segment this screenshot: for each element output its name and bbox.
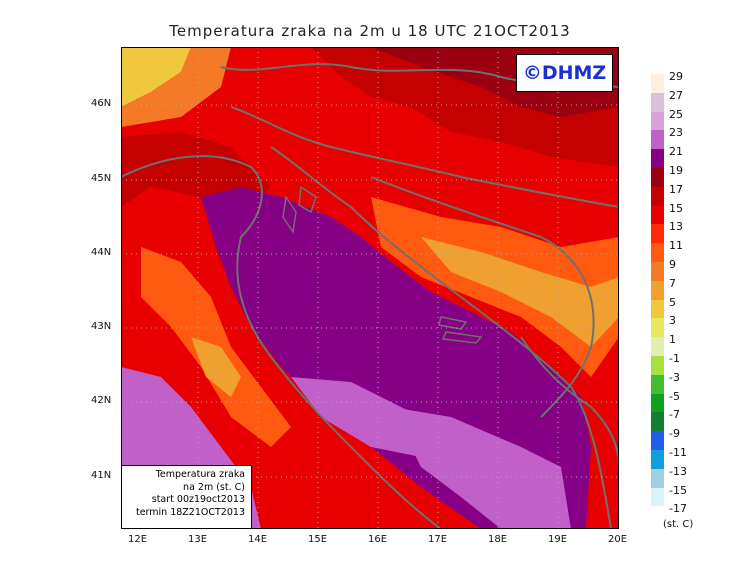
island-krk [298, 185, 317, 214]
border-slovenia-croatia [230, 106, 619, 208]
temp-field-9-nw [121, 47, 231, 127]
legend-label: 5 [669, 295, 676, 309]
legend-swatch [651, 393, 664, 413]
border-bosnia [370, 176, 595, 418]
lon-label: 19E [548, 534, 568, 545]
temp-field-23-south [291, 377, 441, 457]
legend-label: -7 [669, 408, 680, 422]
legend-swatch [651, 262, 664, 281]
info-line-3: start 00z19oct2013 [151, 494, 245, 505]
legend-swatch [651, 506, 664, 526]
legend-label: 3 [669, 314, 676, 328]
legend-label: 25 [669, 107, 683, 121]
legend-label: -11 [669, 446, 687, 459]
legend-label: 21 [669, 145, 683, 159]
legend-swatch [651, 74, 664, 93]
legend-unit: (st. C) [663, 519, 694, 530]
coastline-italy [121, 155, 442, 529]
legend-label: 1 [669, 333, 676, 347]
legend-swatch [651, 130, 664, 150]
legend-label: 15 [669, 201, 683, 215]
temp-field-5-nw [121, 47, 191, 107]
legend-swatch [651, 412, 664, 432]
legend-swatch [651, 468, 664, 488]
coastline-croatia [270, 146, 612, 529]
lon-label: 13E [188, 534, 208, 545]
temperature-map [121, 47, 619, 529]
legend-label: -13 [669, 464, 687, 478]
lat-label: 43N [91, 321, 112, 332]
legend-swatch [651, 374, 664, 394]
legend-swatch [651, 243, 664, 262]
legend-label: 23 [669, 126, 683, 140]
map-title: Temperatura zraka na 2m u 18 UTC 21OCT20… [169, 22, 571, 40]
info-line-2: na 2m (st. C) [183, 481, 245, 493]
legend-swatch [651, 205, 664, 225]
legend-swatch [651, 356, 664, 375]
legend-label: 27 [669, 88, 683, 102]
lon-label: 12E [128, 534, 148, 545]
legend-swatch [651, 186, 664, 206]
lon-label: 17E [428, 534, 448, 545]
legend-label: -9 [669, 427, 680, 441]
lat-label: 44N [91, 247, 112, 258]
lat-label: 41N [91, 470, 112, 481]
legend-label: -15 [669, 483, 687, 497]
lon-label: 20E [608, 534, 628, 545]
legend-label: 29 [669, 70, 683, 83]
legend-swatch [651, 299, 664, 319]
legend-swatch [651, 111, 664, 131]
temp-field-23-albania [391, 407, 571, 529]
legend-swatch [651, 450, 664, 469]
legend-swatch [651, 431, 664, 450]
legend-swatch [651, 318, 664, 338]
legend-label: -3 [669, 370, 680, 384]
legend-label: 17 [669, 182, 683, 196]
legend-label: -17 [669, 502, 687, 516]
lon-label: 18E [488, 534, 508, 545]
legend-swatch [651, 487, 664, 507]
temp-field-7-italy [191, 337, 241, 397]
legend-label: 9 [669, 258, 676, 271]
legend-swatch [651, 149, 664, 168]
legend-swatch [651, 168, 664, 187]
lon-label: 14E [248, 534, 268, 545]
lon-label: 16E [368, 534, 388, 545]
temp-field-7-dinaric [421, 237, 619, 347]
legend-label: -5 [669, 389, 680, 403]
island-cres [282, 194, 297, 235]
info-line-4: termin 18Z21OCT2013 [135, 506, 245, 518]
legend-label: 19 [669, 164, 683, 177]
lon-label: 15E [308, 534, 328, 545]
legend-swatch [651, 337, 664, 356]
info-box: Temperatura zraka na 2m (st. C) start 00… [121, 465, 252, 529]
border-montenegro [520, 336, 619, 468]
legend-label: -1 [669, 352, 680, 365]
lat-label: 42N [91, 395, 112, 406]
dhmz-logo: ©DHMZ [516, 54, 613, 92]
lat-label: 46N [91, 98, 112, 109]
legend-label: 13 [669, 220, 683, 234]
island-brac [438, 316, 468, 330]
legend-swatch [651, 224, 664, 244]
info-line-1: Temperatura zraka [155, 469, 245, 480]
legend-label: 7 [669, 276, 676, 290]
legend-swatch [651, 92, 664, 112]
legend-swatch [651, 280, 664, 300]
legend-label: 11 [669, 239, 683, 253]
lat-label: 45N [91, 173, 112, 184]
island-hvar [441, 331, 483, 344]
